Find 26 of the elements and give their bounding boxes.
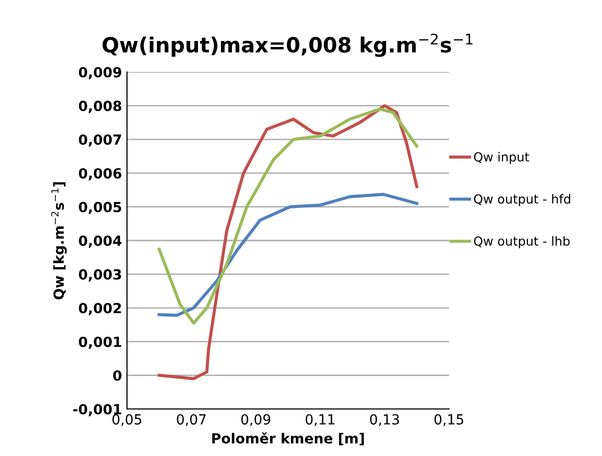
y-tick-label: -0,001 [73,404,122,416]
y-tick-label: 0,004 [78,235,122,248]
y-axis-title: Qw [kg.m$^{−2}$s$^{−1}$] [51,182,67,300]
x-tick-label: 0,07 [176,414,206,426]
legend-label: Qw output - hfd [474,194,570,206]
y-tick-label: 0 [113,370,122,381]
chart-title: Qw(input)max=0,008 kg.m$^{−2}$s$^{−1}$ [102,34,472,57]
legend-label: Qw output - lhb [474,236,570,248]
line-series [158,104,418,380]
y-tick-label: 0,003 [78,269,122,282]
line-series [158,192,418,317]
x-tick-label: 0,15 [434,414,464,426]
x-axis-title: Poloměr kmene [m] [212,432,364,446]
x-tick-label: 0,13 [370,414,399,426]
y-tick-label: 0,001 [78,336,122,349]
line-series [158,108,418,325]
y-tick-label: 0,008 [78,100,122,113]
legend-label: Qw input [474,152,530,164]
x-tick-label: 0,05 [112,414,142,426]
x-tick-label: 0,09 [241,414,270,426]
y-tick-label: 0,007 [78,134,122,147]
x-tick-label: 0,11 [306,414,334,426]
y-tick-label: 0,002 [78,302,121,316]
y-tick-label: 0,009 [78,66,122,80]
y-tick-label: 0,006 [78,168,122,180]
y-tick-label: 0,005 [78,202,122,214]
